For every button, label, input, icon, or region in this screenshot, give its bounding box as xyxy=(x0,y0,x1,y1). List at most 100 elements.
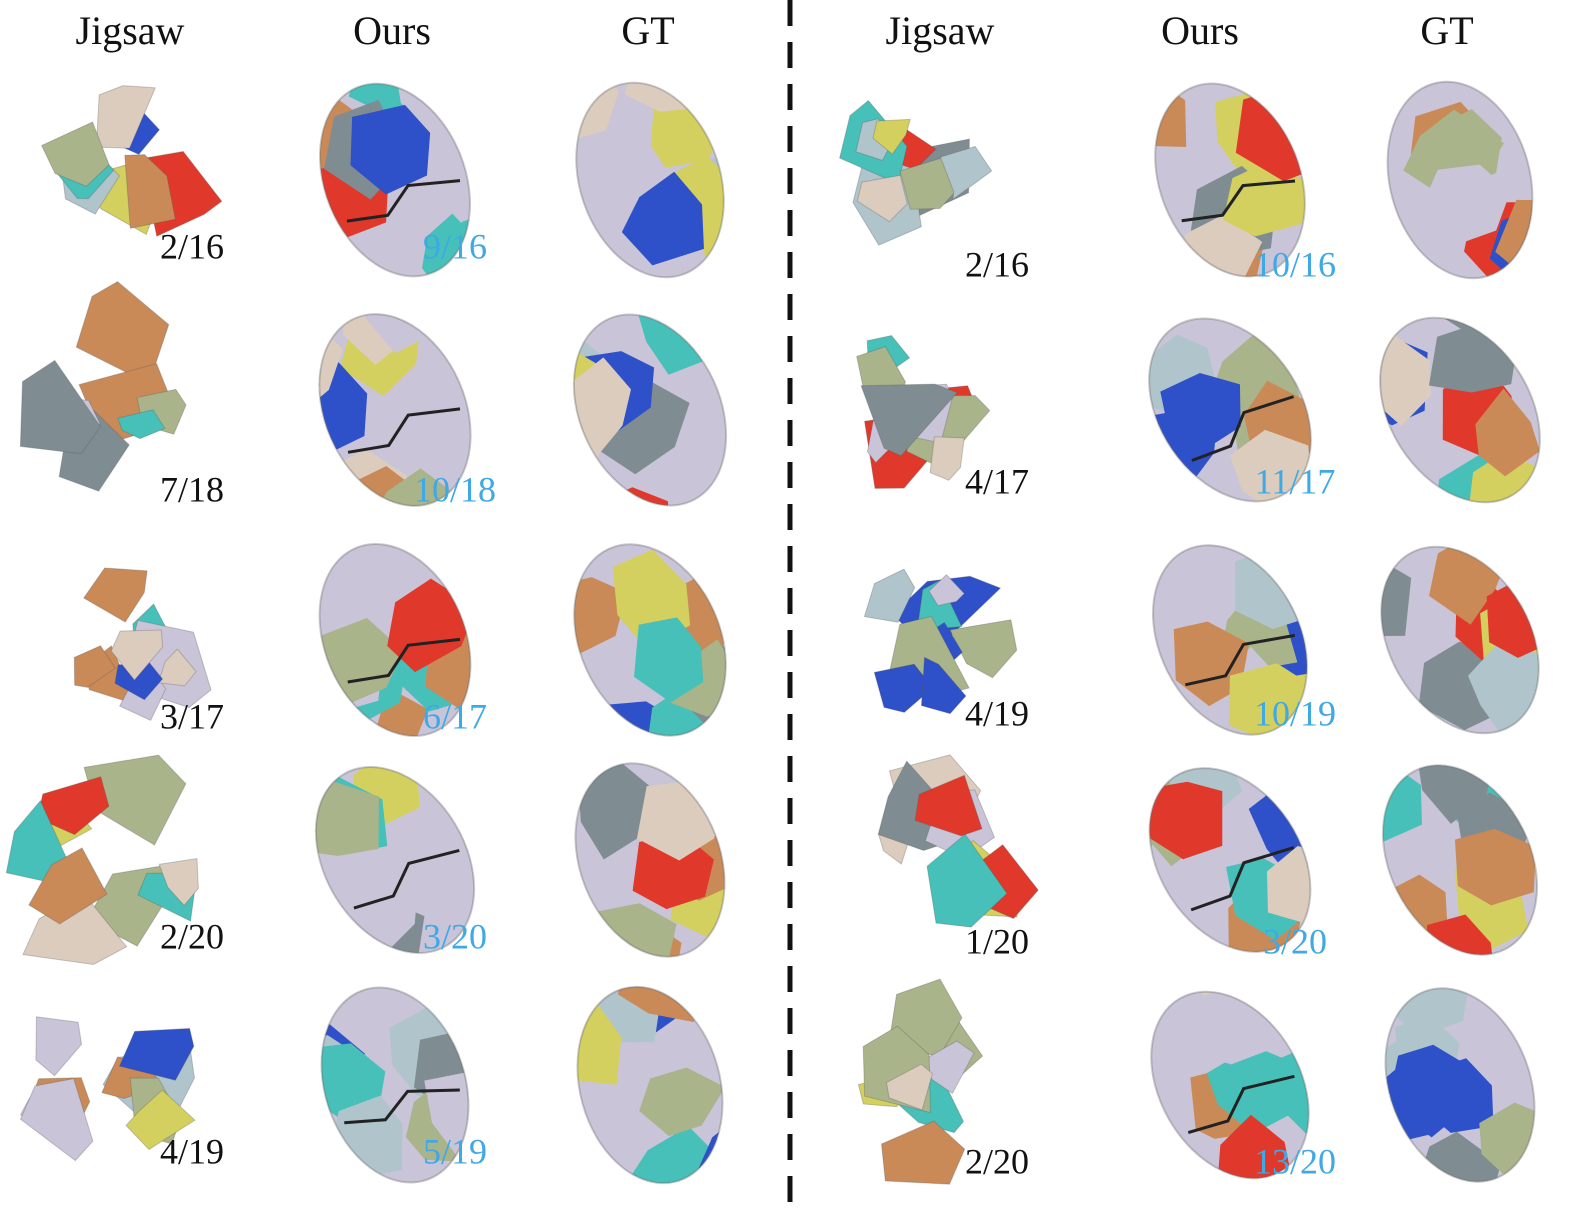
object-render xyxy=(544,289,756,531)
object-render xyxy=(555,969,745,1201)
fragment xyxy=(35,1016,83,1077)
object-render xyxy=(283,738,507,982)
outline xyxy=(572,313,728,507)
fragment xyxy=(40,121,110,187)
fragment xyxy=(929,436,965,481)
patch xyxy=(1217,1114,1291,1194)
object-render xyxy=(5,754,199,965)
surface xyxy=(1119,963,1341,1207)
ours-score: 3/20 xyxy=(1263,921,1327,961)
ours-score: 10/16 xyxy=(1254,244,1336,284)
fragment xyxy=(157,648,197,687)
fragment xyxy=(856,174,908,223)
patch xyxy=(1475,388,1540,477)
fragment xyxy=(19,1078,94,1162)
outline xyxy=(1386,80,1534,280)
object-render xyxy=(857,978,984,1185)
fragment xyxy=(926,833,1008,928)
column-header: Jigsaw xyxy=(886,8,995,53)
fragment xyxy=(124,154,176,229)
object-render xyxy=(548,741,752,979)
base xyxy=(297,968,493,1202)
object-render xyxy=(839,99,993,246)
patch xyxy=(387,578,477,673)
column-header: Ours xyxy=(353,8,431,53)
crack xyxy=(1181,179,1296,223)
jigsaw-score: 2/20 xyxy=(965,1141,1029,1181)
jigsaw-score: 2/16 xyxy=(965,244,1029,284)
outline xyxy=(573,543,727,737)
column-header: Jigsaw xyxy=(76,8,185,53)
outline xyxy=(1380,545,1540,735)
outline xyxy=(575,81,725,279)
patch xyxy=(577,760,658,860)
ours-score: 6/17 xyxy=(423,696,487,736)
patch xyxy=(1416,164,1511,243)
fragment xyxy=(880,1120,966,1185)
crack xyxy=(353,849,460,910)
ours-score: 13/20 xyxy=(1254,1141,1336,1181)
base xyxy=(1349,518,1571,762)
fragment xyxy=(118,1027,195,1081)
surface xyxy=(291,520,499,760)
fragment xyxy=(885,1063,934,1111)
fragment xyxy=(863,568,916,623)
ours-score: 11/17 xyxy=(1255,461,1336,501)
outline xyxy=(1150,990,1310,1180)
column-header: Ours xyxy=(1161,8,1239,53)
outline xyxy=(1384,987,1536,1183)
patch xyxy=(1160,372,1241,453)
jigsaw-score: 4/19 xyxy=(965,693,1029,733)
fragment xyxy=(114,660,164,701)
surface xyxy=(1366,65,1554,295)
object-render xyxy=(19,281,187,492)
crack xyxy=(1185,633,1296,687)
fragment xyxy=(873,663,934,713)
jigsaw-score: 1/20 xyxy=(965,921,1029,961)
surface xyxy=(545,520,755,760)
fragment xyxy=(920,656,967,715)
outline xyxy=(1148,317,1312,503)
object-render xyxy=(877,754,1039,928)
object-render xyxy=(1122,519,1338,761)
crack xyxy=(344,1088,460,1125)
fragment xyxy=(19,359,102,455)
outline xyxy=(319,82,471,278)
jigsaw-score: 3/17 xyxy=(160,696,224,736)
surface xyxy=(290,290,500,530)
fragment xyxy=(125,1089,196,1151)
outline xyxy=(1154,82,1306,278)
object-render xyxy=(292,61,498,299)
fragment xyxy=(158,857,199,907)
crack xyxy=(1190,846,1295,912)
object-render xyxy=(545,520,755,760)
outline xyxy=(576,985,724,1185)
ours-score: 10/19 xyxy=(1254,693,1336,733)
fragment xyxy=(110,629,164,681)
fragment xyxy=(928,574,966,607)
patch xyxy=(1454,828,1536,906)
object-render xyxy=(40,85,223,237)
object-render xyxy=(1366,65,1554,295)
object-render xyxy=(291,520,499,760)
object-render xyxy=(1349,518,1571,762)
outline xyxy=(314,766,476,954)
patch xyxy=(1206,1045,1293,1135)
surface xyxy=(292,61,498,299)
patch xyxy=(350,104,431,195)
outline xyxy=(1148,767,1312,953)
crack xyxy=(346,179,461,223)
object-render xyxy=(1358,966,1562,1204)
object-render xyxy=(1119,963,1341,1207)
patch xyxy=(621,171,704,266)
object-render xyxy=(1352,739,1568,981)
patch xyxy=(307,1043,386,1119)
surface xyxy=(1358,966,1562,1204)
outline xyxy=(318,313,472,507)
patch xyxy=(634,617,704,703)
fragment xyxy=(73,645,116,688)
object-render xyxy=(863,568,1018,715)
surface xyxy=(297,968,493,1202)
ours-score: 5/19 xyxy=(423,1131,487,1171)
